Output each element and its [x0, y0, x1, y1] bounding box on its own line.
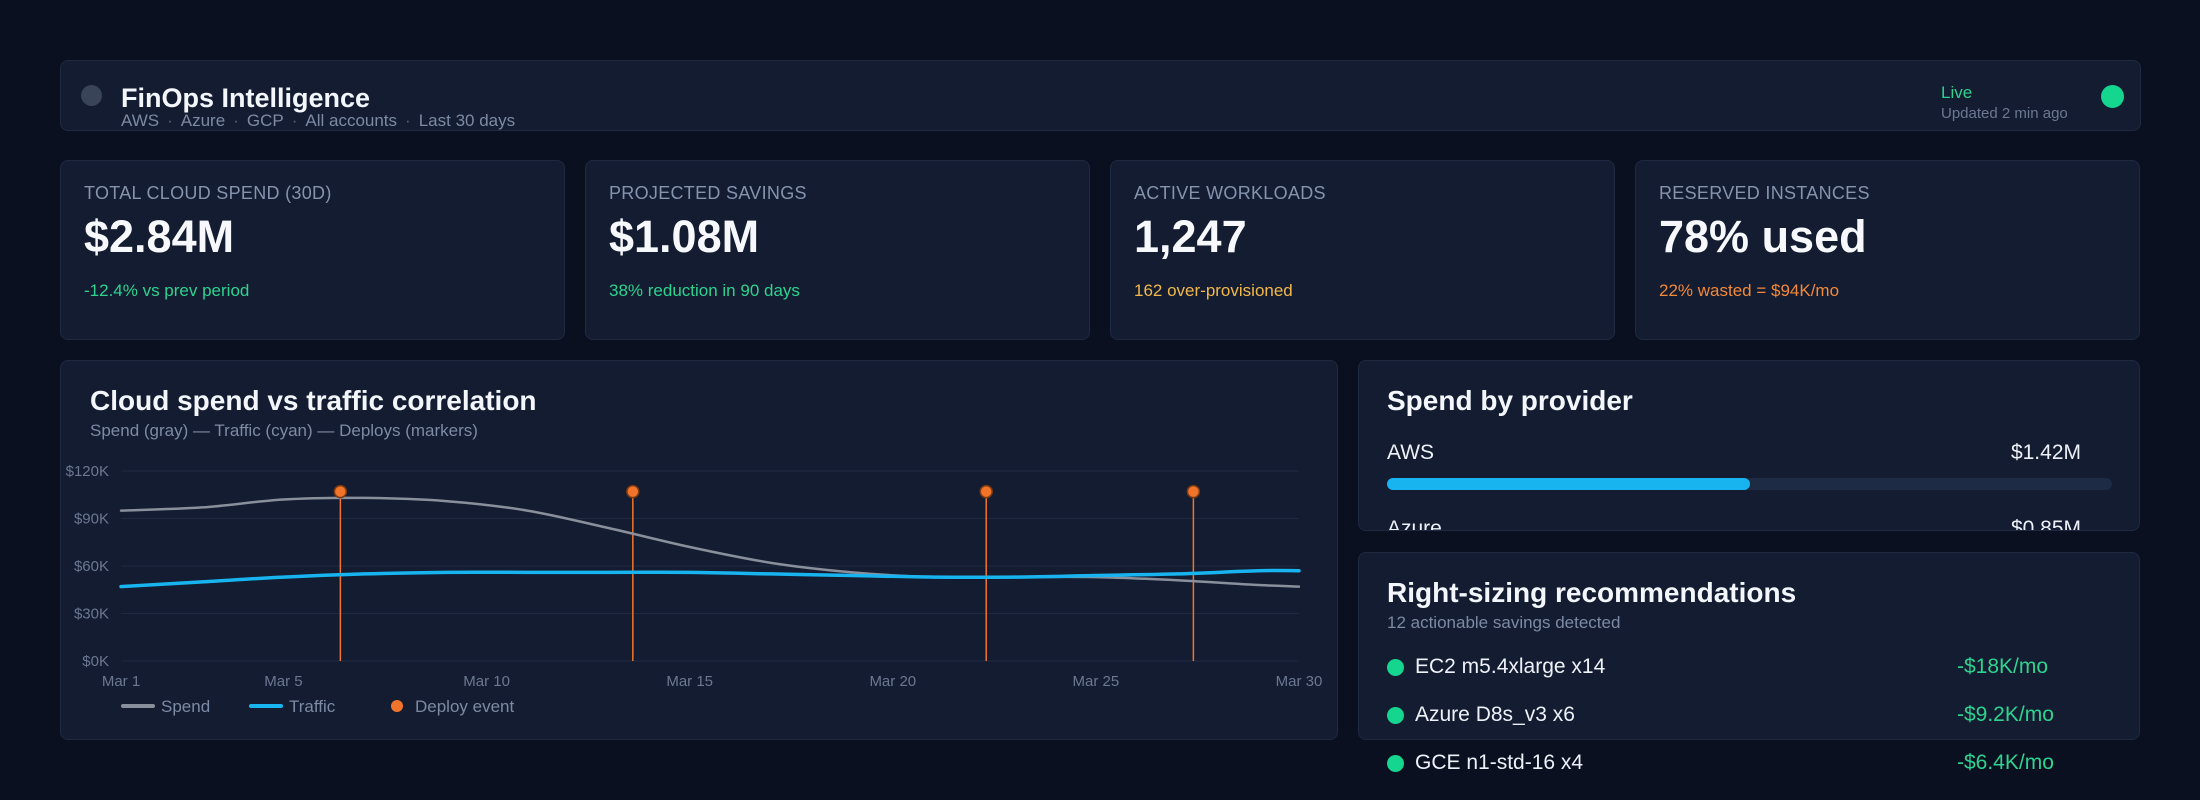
recommendation-saving: -$6.4K/mo	[1957, 751, 2054, 774]
y-tick-label: $60K	[74, 558, 109, 575]
provider-title: Spend by provider	[1387, 385, 1633, 416]
app-title: FinOps Intelligence	[121, 83, 371, 113]
x-tick-label: Mar 25	[1073, 673, 1120, 690]
provider-value-azure: $0.85M	[2010, 517, 2081, 531]
legend-label-deploy: Deploy event	[415, 697, 515, 716]
scope-azure[interactable]: Azure	[180, 111, 226, 130]
recommendation-row[interactable]: GCE n1-std-16 x4 -$6.4K/mo	[1387, 749, 2087, 779]
deploy-marker	[333, 484, 348, 499]
kpi-delta: -12.4% vs prev period	[84, 281, 250, 300]
logo-icon	[81, 85, 102, 106]
legend-label-spend: Spend	[161, 697, 210, 716]
x-tick-label: Mar 30	[1276, 673, 1323, 690]
kpi-label: TOTAL CLOUD SPEND (30D)	[84, 183, 332, 203]
deploy-marker	[979, 484, 993, 499]
status-dot-icon	[1387, 707, 1404, 724]
kpi-delta: 162 over-provisioned	[1134, 281, 1293, 300]
kpi-reserved-instances[interactable]: RESERVED INSTANCES 78% used 22% wasted =…	[1635, 160, 2140, 340]
live-status: Live	[1941, 83, 1973, 102]
provider-value-aws: $1.42M	[2010, 441, 2081, 464]
x-tick-label: Mar 10	[463, 673, 510, 690]
legend-swatch-deploy	[391, 700, 403, 712]
deploy-marker	[626, 484, 640, 499]
kpi-delta: 22% wasted = $94K/mo	[1659, 281, 1840, 300]
series-line-spend	[119, 496, 1301, 588]
provider-bar-aws	[1387, 478, 2112, 490]
updated-time: Updated 2 min ago	[1941, 105, 2068, 122]
kpi-projected-savings[interactable]: PROJECTED SAVINGS $1.08M 38% reduction i…	[585, 160, 1090, 340]
status-dot-icon	[1387, 755, 1404, 772]
recommendation-name: Azure D8s_v3 x6	[1415, 703, 1575, 726]
chart-title: Cloud spend vs traffic correlation	[90, 385, 537, 416]
x-tick-label: Mar 20	[869, 673, 916, 690]
y-tick-label: $30K	[74, 606, 109, 623]
chart-subtitle: Spend (gray) — Traffic (cyan) — Deploys …	[90, 421, 478, 440]
x-tick-label: Mar 5	[264, 673, 302, 690]
kpi-value: $2.84M	[84, 211, 235, 262]
scope-aws[interactable]: AWS	[121, 111, 160, 130]
kpi-value: 1,247	[1134, 211, 1247, 262]
kpi-total-spend[interactable]: TOTAL CLOUD SPEND (30D) $2.84M -12.4% vs…	[60, 160, 565, 340]
x-tick-label: Mar 1	[102, 673, 140, 690]
provider-name-azure: Azure	[1387, 517, 1442, 531]
status-dot-icon	[1387, 659, 1404, 676]
live-indicator-icon	[2101, 85, 2124, 108]
recommendation-saving: -$18K/mo	[1957, 655, 2049, 678]
provider-name-aws: AWS	[1387, 441, 1435, 464]
recommendations-subtitle: 12 actionable savings detected	[1387, 613, 1621, 632]
scope-gcp[interactable]: GCP	[246, 111, 284, 130]
spend-by-provider-panel: Spend by provider AWS $1.42M Azure $0.85…	[1358, 360, 2140, 531]
y-tick-label: $90K	[74, 511, 109, 528]
y-tick-label: $0K	[82, 653, 109, 670]
kpi-value: $1.08M	[609, 211, 760, 262]
kpi-active-workloads[interactable]: ACTIVE WORKLOADS 1,247 162 over-provisio…	[1110, 160, 1615, 340]
y-tick-label: $120K	[66, 463, 109, 480]
recommendation-name: GCE n1-std-16 x4	[1415, 751, 1584, 774]
scope-accounts[interactable]: All accounts	[305, 111, 398, 130]
recommendation-saving: -$9.2K/mo	[1957, 703, 2054, 726]
kpi-label: ACTIVE WORKLOADS	[1134, 183, 1326, 203]
scope-filters: AWS · Azure · GCP · All accounts · Last 30 days	[121, 111, 516, 130]
kpi-label: RESERVED INSTANCES	[1659, 183, 1870, 203]
kpi-label: PROJECTED SAVINGS	[609, 183, 807, 203]
app-header: FinOps Intelligence AWS · Azure · GCP · All ac…	[60, 60, 2141, 131]
recommendations-title: Right-sizing recommendations	[1387, 577, 1797, 608]
legend-label-traffic: Traffic	[289, 697, 336, 716]
recommendation-row[interactable]: Azure D8s_v3 x6 -$9.2K/mo	[1387, 701, 2087, 731]
recommendation-row[interactable]: EC2 m5.4xlarge x14 -$18K/mo	[1387, 653, 2087, 683]
scope-period[interactable]: Last 30 days	[418, 111, 516, 130]
kpi-delta: 38% reduction in 90 days	[609, 281, 800, 300]
series-line-traffic	[119, 568, 1301, 589]
spend-traffic-chart[interactable]: $0K $30K $60K $90K $120K Mar 1 Mar 5 Mar 10 Mar …	[61, 361, 1339, 741]
kpi-value: 78% used	[1659, 211, 1867, 262]
deploy-marker	[1186, 484, 1201, 499]
x-tick-label: Mar 15	[666, 673, 713, 690]
spend-traffic-chart-panel: Cloud spend vs traffic correlation Spend…	[60, 360, 1338, 740]
provider-bar-fill-aws	[1387, 478, 1750, 490]
rightsizing-panel: Right-sizing recommendations 12 actionab…	[1358, 552, 2140, 774]
recommendation-name: EC2 m5.4xlarge x14	[1415, 655, 1606, 678]
